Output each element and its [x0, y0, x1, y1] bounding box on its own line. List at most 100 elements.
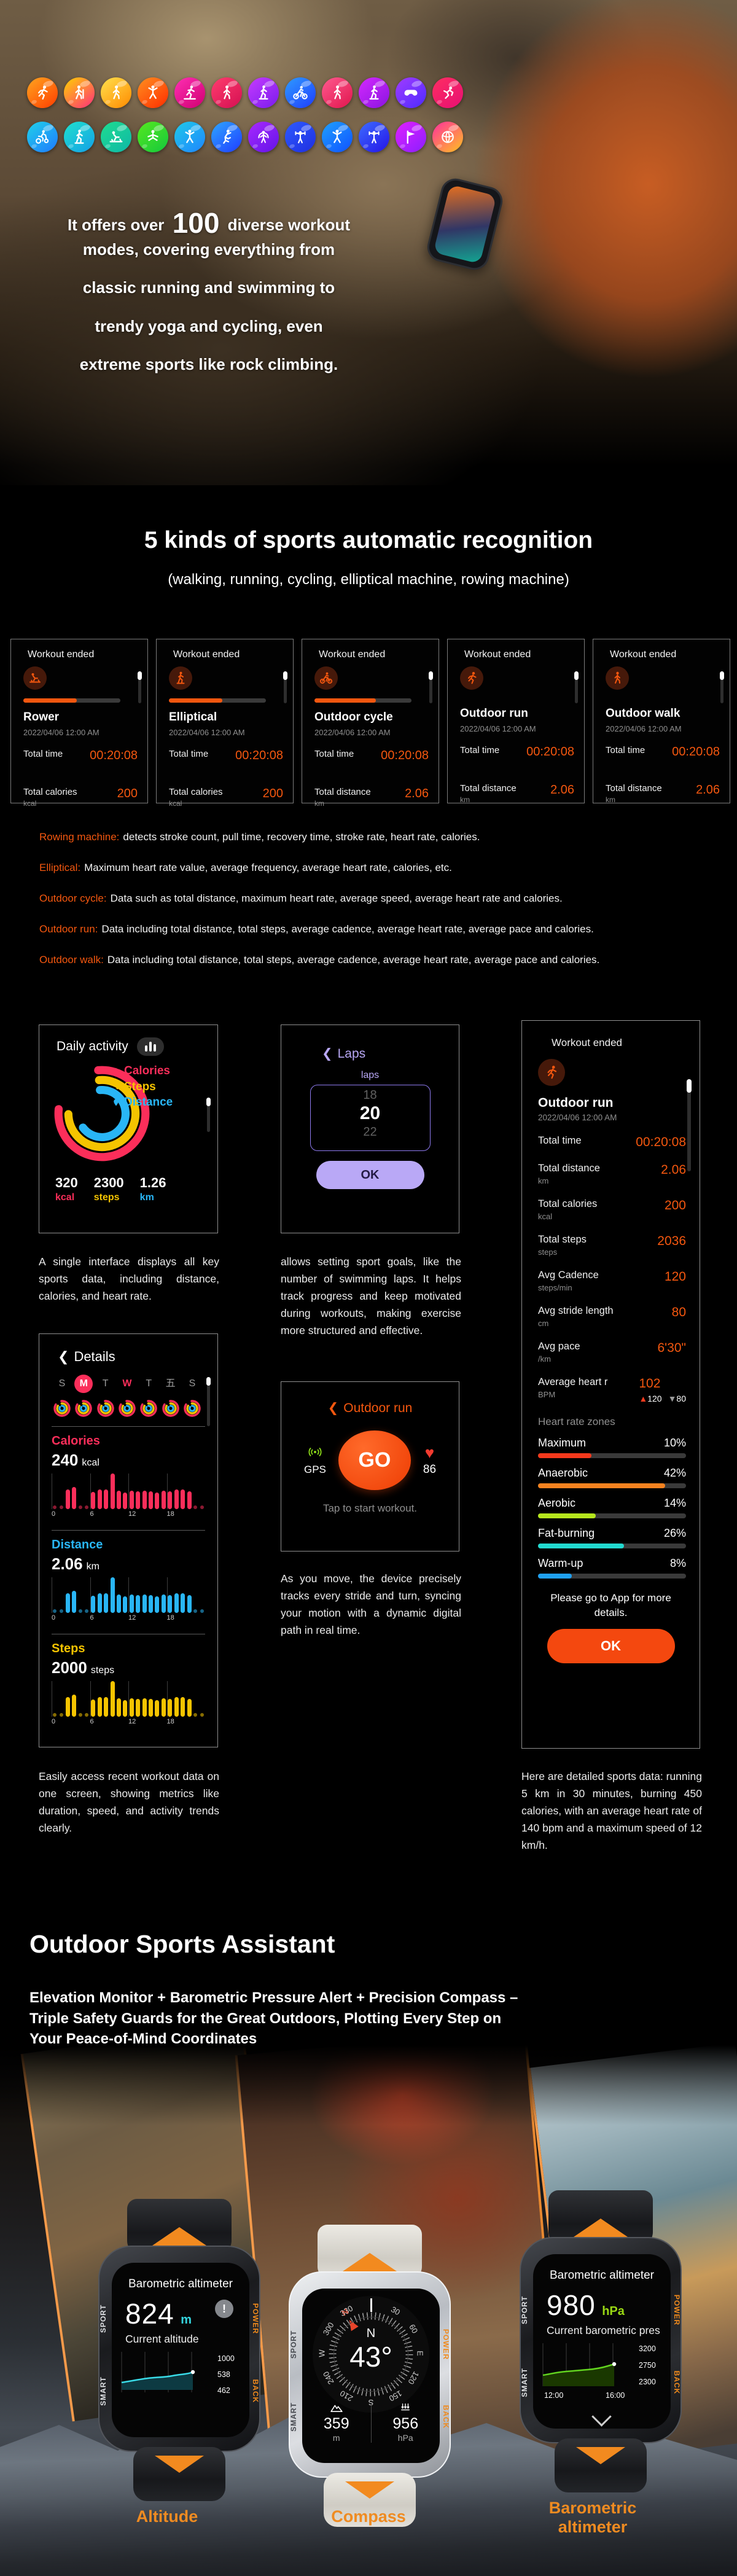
workout-date: 2022/04/06 12:00 AM — [538, 1113, 617, 1122]
stepper-icon — [359, 77, 389, 108]
progress-bar — [23, 698, 120, 703]
bar-chart-icon[interactable] — [136, 1037, 164, 1056]
dial-top-marker — [370, 2298, 372, 2312]
hero-section: It offers over 100 diverse workout modes… — [0, 0, 737, 485]
alert-icon[interactable] — [215, 2300, 233, 2318]
compass-altitude-unit: m — [332, 2432, 340, 2443]
legend-item: Steps — [112, 1079, 173, 1095]
strap-triangle-icon — [574, 2219, 628, 2237]
barometer-screen: Barometric altimeter 980 hPa Current bar… — [533, 2254, 671, 2429]
workout-ok-button[interactable]: OK — [547, 1628, 675, 1663]
flame-icon — [112, 1067, 120, 1075]
weekday-4[interactable]: T — [146, 1378, 152, 1389]
stat-value: 00:20:08 — [381, 749, 429, 762]
screen-title: Barometric altimeter — [550, 2269, 654, 2282]
laps-picker[interactable]: 18 20 22 — [310, 1085, 431, 1151]
workout-date: 2022/04/06 12:00 AM — [606, 724, 682, 733]
scrollbar[interactable] — [720, 671, 724, 703]
headline-post: diverse workout — [227, 216, 351, 234]
stat-row: Total time 00:20:08 — [23, 749, 138, 763]
scrollbar[interactable] — [574, 671, 579, 703]
weekday-3[interactable]: W — [122, 1378, 132, 1389]
sport-icons-row-1 — [27, 77, 463, 108]
back-side-label: BACK — [251, 2379, 260, 2403]
stat-value: 2.06 — [405, 787, 429, 800]
zone-aerobic: Aerobic 14% — [538, 1497, 686, 1518]
weekday-1[interactable]: M — [74, 1375, 93, 1393]
strap-triangle-icon — [343, 2253, 397, 2271]
bullet-text: Data such as total distance, maximum hea… — [110, 892, 563, 904]
pressure-icon — [399, 2403, 412, 2413]
watch-strap — [133, 2447, 225, 2501]
sport-side-label: SPORT — [99, 2304, 107, 2333]
stat-label: Total steps — [538, 1234, 587, 1245]
card-header: Workout ended — [610, 649, 677, 660]
workout-stat-row: Total calories kcal 200 — [538, 1198, 686, 1221]
legend-item: Distance — [112, 1095, 173, 1110]
scrollbar[interactable] — [206, 1377, 211, 1426]
stat-row: Total time 00:20:08 — [460, 745, 574, 759]
headline-count: 100 — [172, 207, 220, 239]
laps-option-selected[interactable]: 20 — [359, 1103, 381, 1123]
power-side-label: POWER — [442, 2328, 450, 2360]
power-side-label: POWER — [673, 2294, 681, 2326]
laps-option-prev[interactable]: 18 — [363, 1088, 377, 1102]
strap-triangle-icon — [345, 2481, 394, 2499]
laps-back[interactable]: ❮ Laps — [322, 1047, 366, 1061]
bullet-text: detects stroke count, pull time, recover… — [123, 831, 480, 843]
weekday-0[interactable]: S — [58, 1378, 66, 1389]
dial-label-150: 150 — [387, 2388, 404, 2403]
pressure-caption: Current barometric pres — [547, 2324, 660, 2336]
sport-name: Rower — [23, 711, 60, 724]
stat-label: Total time — [314, 749, 354, 759]
back-side-label: BACK — [673, 2370, 681, 2395]
heart-rate-zones-title: Heart rate zones — [538, 1416, 615, 1427]
workout-date: 2022/04/06 12:00 AM — [314, 728, 391, 737]
recognition-bullets: Rowing machine: detects stroke count, pul… — [39, 830, 721, 984]
bullet-label: Outdoor cycle: — [39, 892, 107, 904]
smart-side-label: SMART — [99, 2376, 107, 2406]
go-button[interactable]: GO — [338, 1430, 411, 1490]
sport-name: Elliptical — [169, 711, 217, 724]
screen-title: Barometric altimeter — [128, 2277, 233, 2290]
scrollbar[interactable] — [687, 1079, 692, 1171]
outdoor-subtitle-line3: Your Peace-of-Mind Coordinates — [29, 2031, 257, 2048]
strap-triangle-icon — [155, 2456, 204, 2473]
outdoor-cycle-icon — [314, 666, 338, 690]
pressure-value: 980 — [547, 2289, 596, 2321]
sport-name: Outdoor walk — [606, 707, 680, 720]
mini-rings-row — [53, 1399, 201, 1418]
stat-label: Avg Cadence — [538, 1270, 599, 1281]
scrollbar[interactable] — [138, 671, 142, 703]
stat-value: 2.06 — [696, 783, 720, 797]
bullet-label: Elliptical: — [39, 861, 81, 873]
details-back[interactable]: ❮ Details — [58, 1349, 115, 1364]
scrollbar[interactable] — [283, 671, 287, 703]
run-back[interactable]: ❮ Outdoor run — [327, 1401, 413, 1415]
weekday-5[interactable]: 五 — [165, 1378, 176, 1389]
laps-option-next[interactable]: 22 — [363, 1125, 377, 1139]
stat-unit: km — [606, 795, 615, 804]
strength-icon — [285, 122, 316, 152]
stat-value: 200 — [664, 1198, 686, 1212]
treadmill-icon — [174, 77, 205, 108]
scrollbar[interactable] — [429, 671, 433, 703]
weekday-2[interactable]: T — [102, 1378, 109, 1389]
outdoor-title: Outdoor Sports Assistant — [29, 1930, 335, 1958]
altitude-value: 824 — [125, 2298, 174, 2330]
laps-ok-button[interactable]: OK — [316, 1161, 424, 1189]
stat-value: 00:20:08 — [672, 745, 720, 759]
stat-value: 6'30" — [657, 1341, 686, 1355]
distance-section-label: Distance — [52, 1538, 103, 1551]
zone-percent: 26% — [663, 1527, 686, 1539]
stat-label: Total time — [460, 745, 500, 755]
x-tick: 12 — [128, 1614, 136, 1622]
y-axis-label: 2750 — [639, 2361, 656, 2370]
scrollbar[interactable] — [206, 1098, 211, 1132]
x-tick: 0 — [52, 1614, 56, 1622]
smart-side-label: SMART — [289, 2402, 298, 2432]
barometric-altimeter-label: Barometric altimeter — [548, 2499, 637, 2537]
weekday-6[interactable]: S — [189, 1378, 196, 1389]
zone-label: Anaerobic — [538, 1467, 588, 1479]
